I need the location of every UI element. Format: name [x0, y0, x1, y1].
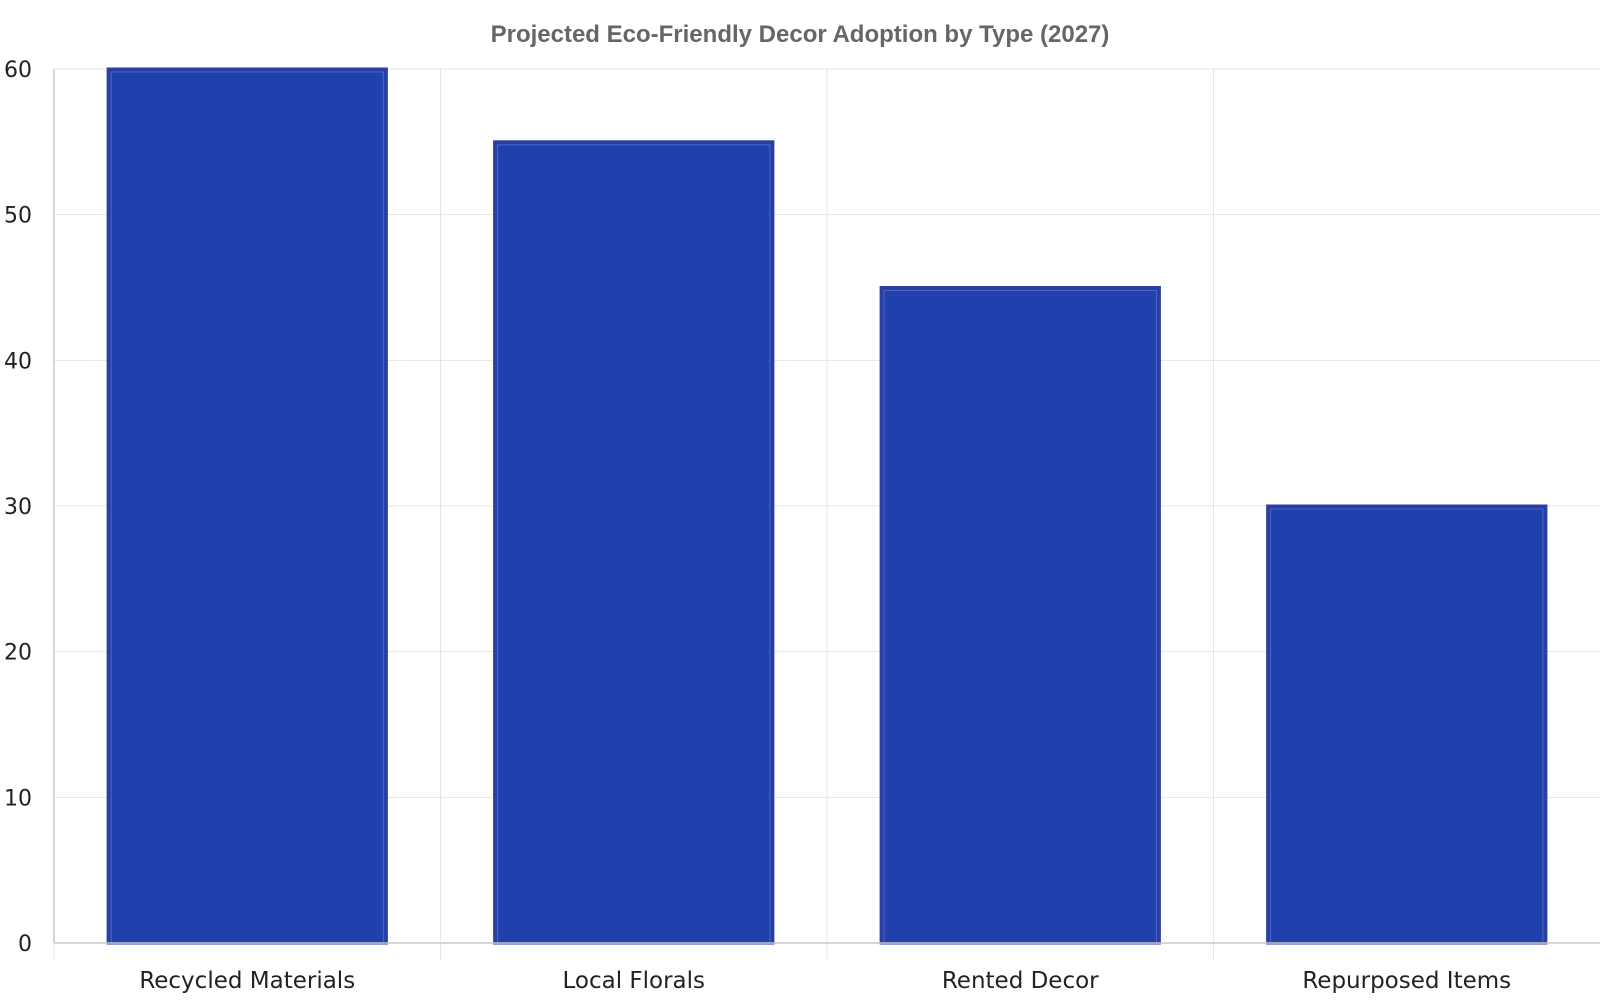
y-tick-label: 30 [4, 495, 32, 520]
y-tick-label: 40 [4, 349, 32, 374]
bar-layer [106, 67, 1548, 945]
y-tick-label: 60 [4, 58, 32, 83]
bar-rented-decor [879, 286, 1161, 945]
bar-recycled-materials [106, 67, 388, 945]
bar-local-florals [493, 140, 775, 945]
chart-title: Projected Eco-Friendly Decor Adoption by… [491, 21, 1110, 48]
label-layer: 0 10 20 30 40 50 60 Recycled Materials Local Flo… [4, 58, 1511, 994]
y-tick-label: 0 [18, 932, 32, 957]
y-tick-label: 10 [4, 786, 32, 811]
x-tick-label: Recycled Materials [139, 968, 355, 994]
axis-layer [53, 69, 1600, 959]
y-tick-label: 20 [4, 641, 32, 666]
x-tick-label: Repurposed Items [1302, 968, 1511, 994]
y-tick-label: 50 [4, 204, 32, 229]
x-tick-label: Local Florals [562, 968, 705, 994]
bar-repurposed-items [1266, 504, 1548, 945]
x-tick-label: Rented Decor [942, 968, 1099, 994]
